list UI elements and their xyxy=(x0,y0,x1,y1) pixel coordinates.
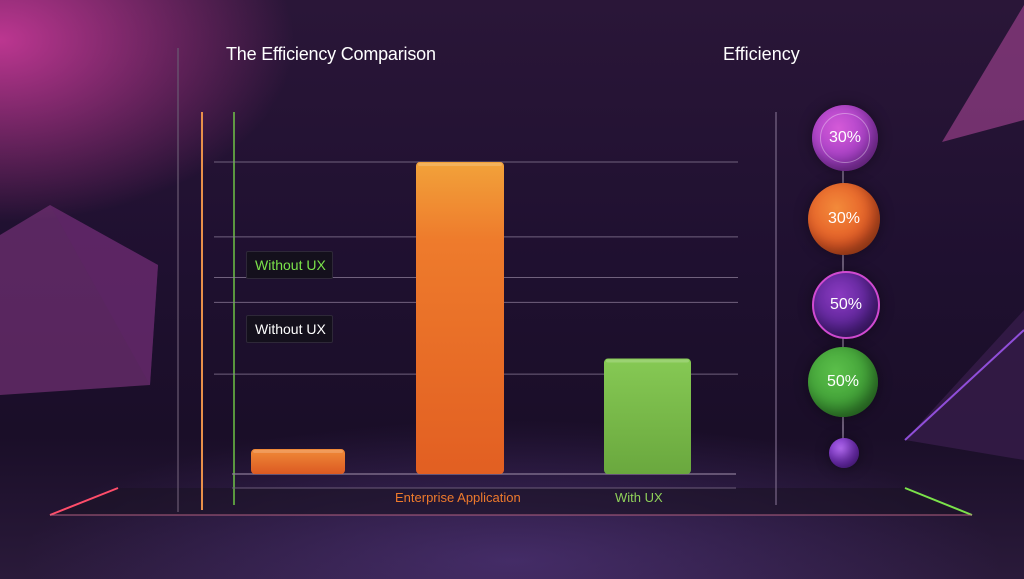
legend-label: Without UX xyxy=(255,257,326,273)
efficiency-badge-4: 50% xyxy=(808,347,878,417)
badge-label: 50% xyxy=(829,296,863,313)
decor-shape-right-top xyxy=(942,5,1024,142)
decor-glow-line xyxy=(904,329,1024,441)
bar-highlight xyxy=(418,163,502,166)
x-tick-label-with-ux: With UX xyxy=(615,490,663,505)
efficiency-title: Efficiency xyxy=(723,44,800,64)
efficiency-badge-2: 30% xyxy=(808,183,880,255)
floor-platform xyxy=(50,488,972,515)
legend-label: Without UX xyxy=(255,321,326,337)
badge-label: 50% xyxy=(826,373,860,390)
efficiency-badge-3: 50% xyxy=(812,271,880,339)
badge-label: 30% xyxy=(828,129,862,146)
efficiency-badge-1: 30% xyxy=(812,105,878,171)
chart-title: The Efficiency Comparison xyxy=(226,44,436,64)
bar-highlight xyxy=(253,450,343,454)
bar-2 xyxy=(416,162,504,474)
x-tick-label-enterprise: Enterprise Application xyxy=(395,490,521,505)
bar-highlight xyxy=(606,359,689,363)
floor-edge-right xyxy=(904,487,973,516)
chart-bars xyxy=(251,162,691,474)
decor-shape-left-shadow xyxy=(50,205,158,385)
efficiency-badge-5 xyxy=(829,438,859,468)
floor-edge-left xyxy=(49,487,119,516)
legend-item-without-ux-2: Without UX xyxy=(246,315,333,343)
bar-3 xyxy=(604,358,691,474)
bar-1 xyxy=(251,449,345,474)
badge-label: 30% xyxy=(827,210,861,227)
legend-item-without-ux: Without UX xyxy=(246,251,333,279)
